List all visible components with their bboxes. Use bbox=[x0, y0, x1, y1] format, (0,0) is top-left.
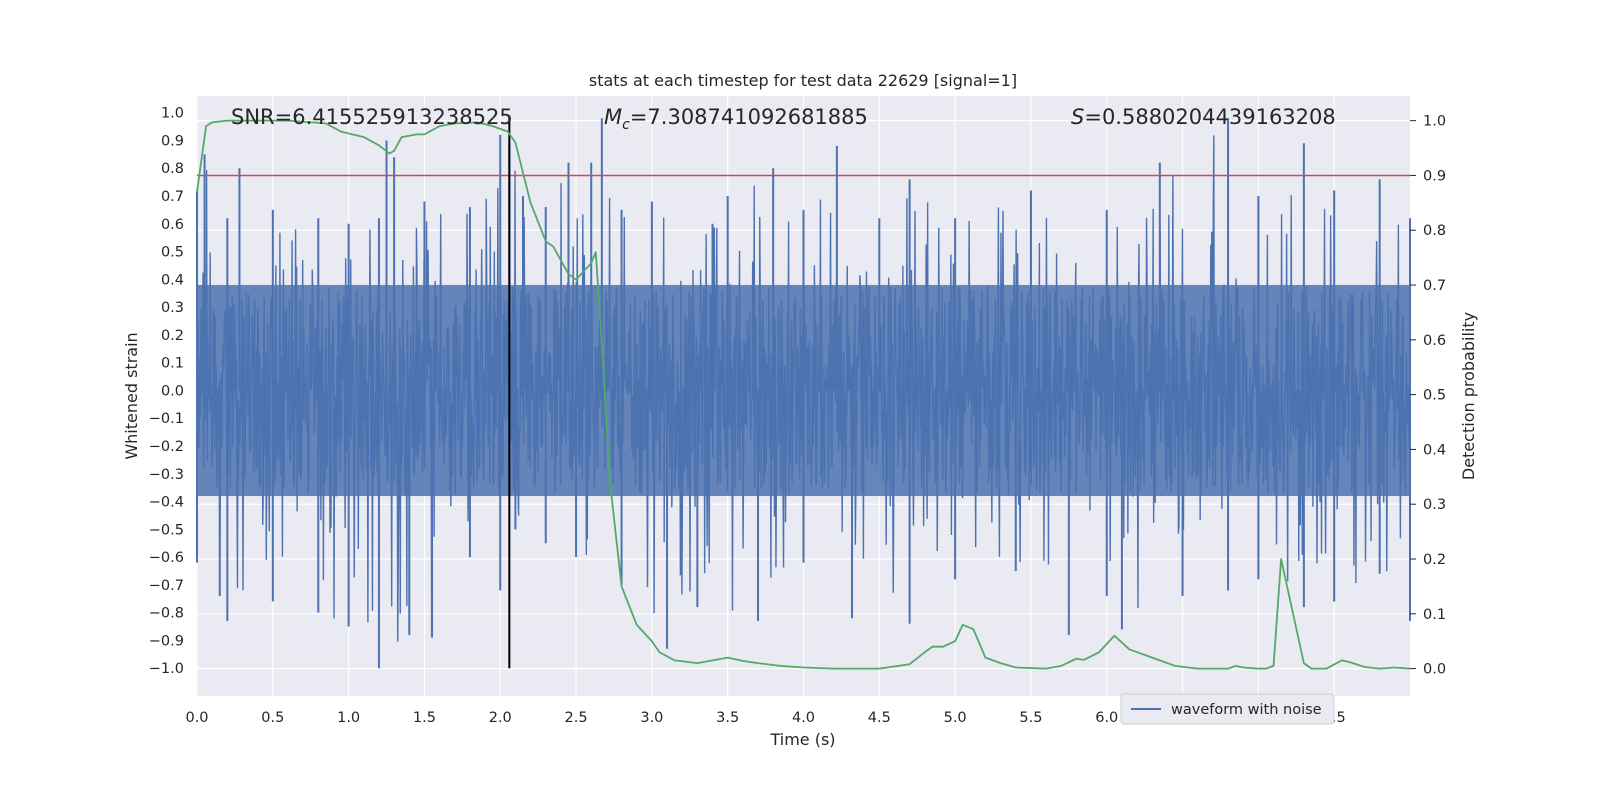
chirp-mass-annotation: Mc=7.308741092681885 bbox=[604, 105, 868, 133]
y-tick-label: −0.9 bbox=[149, 633, 184, 649]
y-ticks: 1.0 0.9 0.8 0.7 0.6 0.5 0.4 0.3 0.2 0.1 0.0 −0.1 −0.… bbox=[149, 106, 184, 678]
y-tick-label: −0.4 bbox=[149, 495, 184, 511]
y-tick-label: −0.3 bbox=[149, 467, 184, 483]
x-tick-label: 5.0 bbox=[944, 710, 967, 726]
x-tick-label: 0.0 bbox=[185, 710, 208, 726]
y2-tick-label: 0.5 bbox=[1423, 388, 1446, 404]
y-tick-label: −1.0 bbox=[149, 661, 184, 677]
s-value: =0.5880204439163208 bbox=[1084, 105, 1335, 129]
y-tick-label: 0.6 bbox=[161, 217, 184, 233]
y-tick-label: 0.4 bbox=[161, 272, 184, 288]
legend: waveform with noise bbox=[1120, 693, 1335, 725]
y-tick-label: 0.2 bbox=[161, 328, 184, 344]
x-tick-label: 3.5 bbox=[716, 710, 739, 726]
y-tick-label: 0.8 bbox=[161, 161, 184, 177]
y-tick-label: 0.5 bbox=[161, 245, 184, 261]
s-annotation: S=0.5880204439163208 bbox=[1071, 105, 1336, 129]
x-tick-label: 2.0 bbox=[489, 710, 512, 726]
probability-line bbox=[196, 119, 1411, 670]
y2-ticks: 1.0 0.9 0.8 0.7 0.6 0.5 0.4 0.3 0.2 0.1 0.0 bbox=[1410, 114, 1446, 678]
y-tick-label: −0.5 bbox=[149, 522, 184, 538]
chart-title: stats at each timestep for test data 226… bbox=[589, 71, 1017, 90]
y-tick-label: 0.9 bbox=[161, 133, 184, 149]
probability-series bbox=[196, 119, 1411, 670]
chirp-mass-symbol: M bbox=[604, 105, 622, 129]
y2-tick-label: 0.6 bbox=[1423, 333, 1446, 349]
x-tick-label: 2.5 bbox=[565, 710, 588, 726]
y2-tick-label: 0.0 bbox=[1423, 662, 1446, 678]
y2-tick-label: 0.8 bbox=[1423, 223, 1446, 239]
y-tick-label: −0.8 bbox=[149, 606, 184, 622]
x-tick-label: 6.0 bbox=[1095, 710, 1118, 726]
y-tick-label: 0.3 bbox=[161, 300, 184, 316]
x-tick-label: 5.5 bbox=[1019, 710, 1042, 726]
y-tick-label: −0.7 bbox=[149, 578, 184, 594]
waveform-series bbox=[196, 118, 1411, 669]
y2-tick-label: 0.2 bbox=[1423, 552, 1446, 568]
y2-tick-label: 0.3 bbox=[1423, 497, 1446, 513]
y-tick-label: −0.1 bbox=[149, 411, 184, 427]
y2-tick-label: 1.0 bbox=[1423, 114, 1446, 130]
y2-tick-label: 0.7 bbox=[1423, 278, 1446, 294]
y-tick-label: −0.2 bbox=[149, 439, 184, 455]
chirp-mass-value: =7.308741092681885 bbox=[630, 105, 868, 129]
y-tick-label: 1.0 bbox=[161, 106, 184, 122]
y-tick-label: 0.0 bbox=[161, 383, 184, 399]
y-tick-label: 0.7 bbox=[161, 189, 184, 205]
x-tick-label: 0.5 bbox=[261, 710, 284, 726]
y2-tick-label: 0.4 bbox=[1423, 442, 1446, 458]
x-tick-label: 4.0 bbox=[792, 710, 815, 726]
chirp-mass-subscript: c bbox=[622, 117, 630, 133]
y-tick-label: 0.1 bbox=[161, 356, 184, 372]
x-tick-label: 1.5 bbox=[413, 710, 436, 726]
legend-box bbox=[1120, 693, 1335, 725]
y-axis-label: Whitened strain bbox=[122, 332, 141, 459]
x-tick-label: 4.5 bbox=[868, 710, 891, 726]
y2-axis-label: Detection probability bbox=[1459, 312, 1478, 480]
s-symbol: S bbox=[1071, 105, 1084, 129]
legend-waveform-label: waveform with noise bbox=[1171, 702, 1322, 718]
y2-tick-label: 0.1 bbox=[1423, 607, 1446, 623]
x-tick-label: 3.0 bbox=[640, 710, 663, 726]
snr-annotation: SNR=6.415525913238525 bbox=[231, 105, 513, 129]
x-axis-label: Time (s) bbox=[769, 730, 835, 749]
y-tick-label: −0.6 bbox=[149, 550, 184, 566]
y2-tick-label: 0.9 bbox=[1423, 168, 1446, 184]
x-tick-label: 1.0 bbox=[337, 710, 360, 726]
